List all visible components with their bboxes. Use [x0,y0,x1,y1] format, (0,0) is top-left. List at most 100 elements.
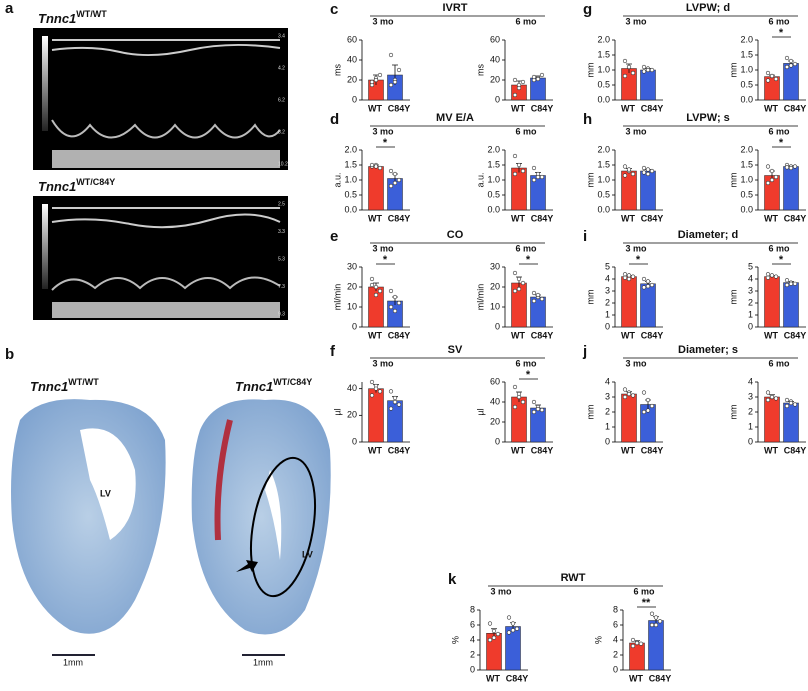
panel-title: RWT [561,572,586,584]
group-label: 3 mo [372,358,394,368]
significance-label: * [383,254,388,266]
group-label: 3 mo [625,16,647,26]
depth-label: 4.2 [278,65,285,71]
data-point [388,168,394,174]
data-point [369,379,375,385]
y-tick-label: 8 [470,604,475,614]
x-tick-label: WT [764,213,778,223]
group-label: 6 mo [515,126,537,136]
y-tick-label: 2 [748,297,753,307]
y-tick-label: 20 [347,74,357,84]
data-point [531,165,537,171]
y-tick-label: 4 [748,376,753,386]
data-point [641,276,647,282]
significance-label: * [779,254,784,266]
y-axis-label: mm [728,63,738,78]
x-tick-label: C84Y [388,330,411,340]
depth-label: 8.2 [278,129,285,135]
panel-letter: g [583,1,592,18]
data-point [510,628,516,633]
data-point [769,394,775,400]
y-axis-label: % [593,636,603,644]
data-point [792,402,798,407]
y-tick-label: 2 [748,406,753,416]
significance-label: * [383,137,388,149]
y-axis-label: mm [585,290,595,305]
data-point [495,631,501,637]
data-point [373,77,379,83]
group-label: 6 mo [768,243,790,253]
data-point [645,67,651,73]
data-point [641,409,647,415]
data-point [641,64,647,70]
y-tick-label: 2.0 [597,34,610,44]
region-label: LV [100,488,111,498]
data-point [396,300,402,306]
data-point [622,164,628,169]
data-point [388,389,394,394]
panel-letter: b [5,346,14,363]
y-axis-label: % [450,636,460,644]
data-point [520,399,526,405]
data-point [641,390,647,395]
genotype: WT/C84Y [76,177,115,187]
data-point [630,274,636,279]
x-tick-label: WT [511,103,525,113]
data-point [516,394,522,400]
y-tick-label: 0.0 [487,204,500,214]
data-point [535,174,541,180]
echo-image [33,196,288,320]
data-point [491,628,497,634]
data-point [531,298,537,304]
y-tick-label: 0.5 [487,189,500,199]
y-axis-label: ms [332,64,342,76]
y-tick-label: 40 [490,396,500,406]
bar [640,283,656,328]
depth-label: 5.3 [278,256,285,262]
data-point [520,79,526,85]
data-point [649,67,655,73]
y-tick-label: 4 [748,273,753,283]
bar [621,393,637,443]
data-point [626,64,632,70]
data-point [792,164,798,169]
panel-title: MV E/A [436,112,474,124]
data-point [396,67,402,73]
y-tick-label: 0.5 [740,79,753,89]
depth-label: 10.2 [278,161,288,167]
data-point [369,79,375,85]
y-tick-label: 1.5 [487,159,500,169]
y-tick-label: 2 [613,649,618,659]
data-point [622,272,628,277]
data-point [765,164,771,169]
x-tick-label: C84Y [388,103,411,113]
y-tick-label: 1.0 [344,174,357,184]
x-tick-label: C84Y [784,213,807,223]
y-tick-label: 0 [470,664,475,674]
bar [783,166,799,211]
data-point [769,273,775,278]
x-tick-label: WT [764,445,778,455]
depth-label: 9.3 [278,311,285,317]
y-tick-label: 20 [490,416,500,426]
panel-title: IVRT [442,2,467,14]
data-point [765,397,771,403]
data-point [773,274,779,279]
data-point [765,272,771,277]
data-point [784,282,790,288]
data-point [531,290,537,296]
x-tick-label: WT [621,330,635,340]
y-tick-label: 2 [470,649,475,659]
significance-label: ** [642,597,651,609]
y-axis-label: mm [585,173,595,188]
depth-scale: 3.4 4.2 6.2 8.2 10.2 [278,33,288,167]
data-point [510,621,516,626]
bar [648,620,664,671]
group-label: 6 mo [515,358,537,368]
data-point [506,615,512,620]
data-point [765,78,771,83]
data-point [622,73,628,79]
y-tick-label: 0.5 [597,79,610,89]
group-label: 3 mo [372,126,394,136]
histology-image [11,399,166,634]
